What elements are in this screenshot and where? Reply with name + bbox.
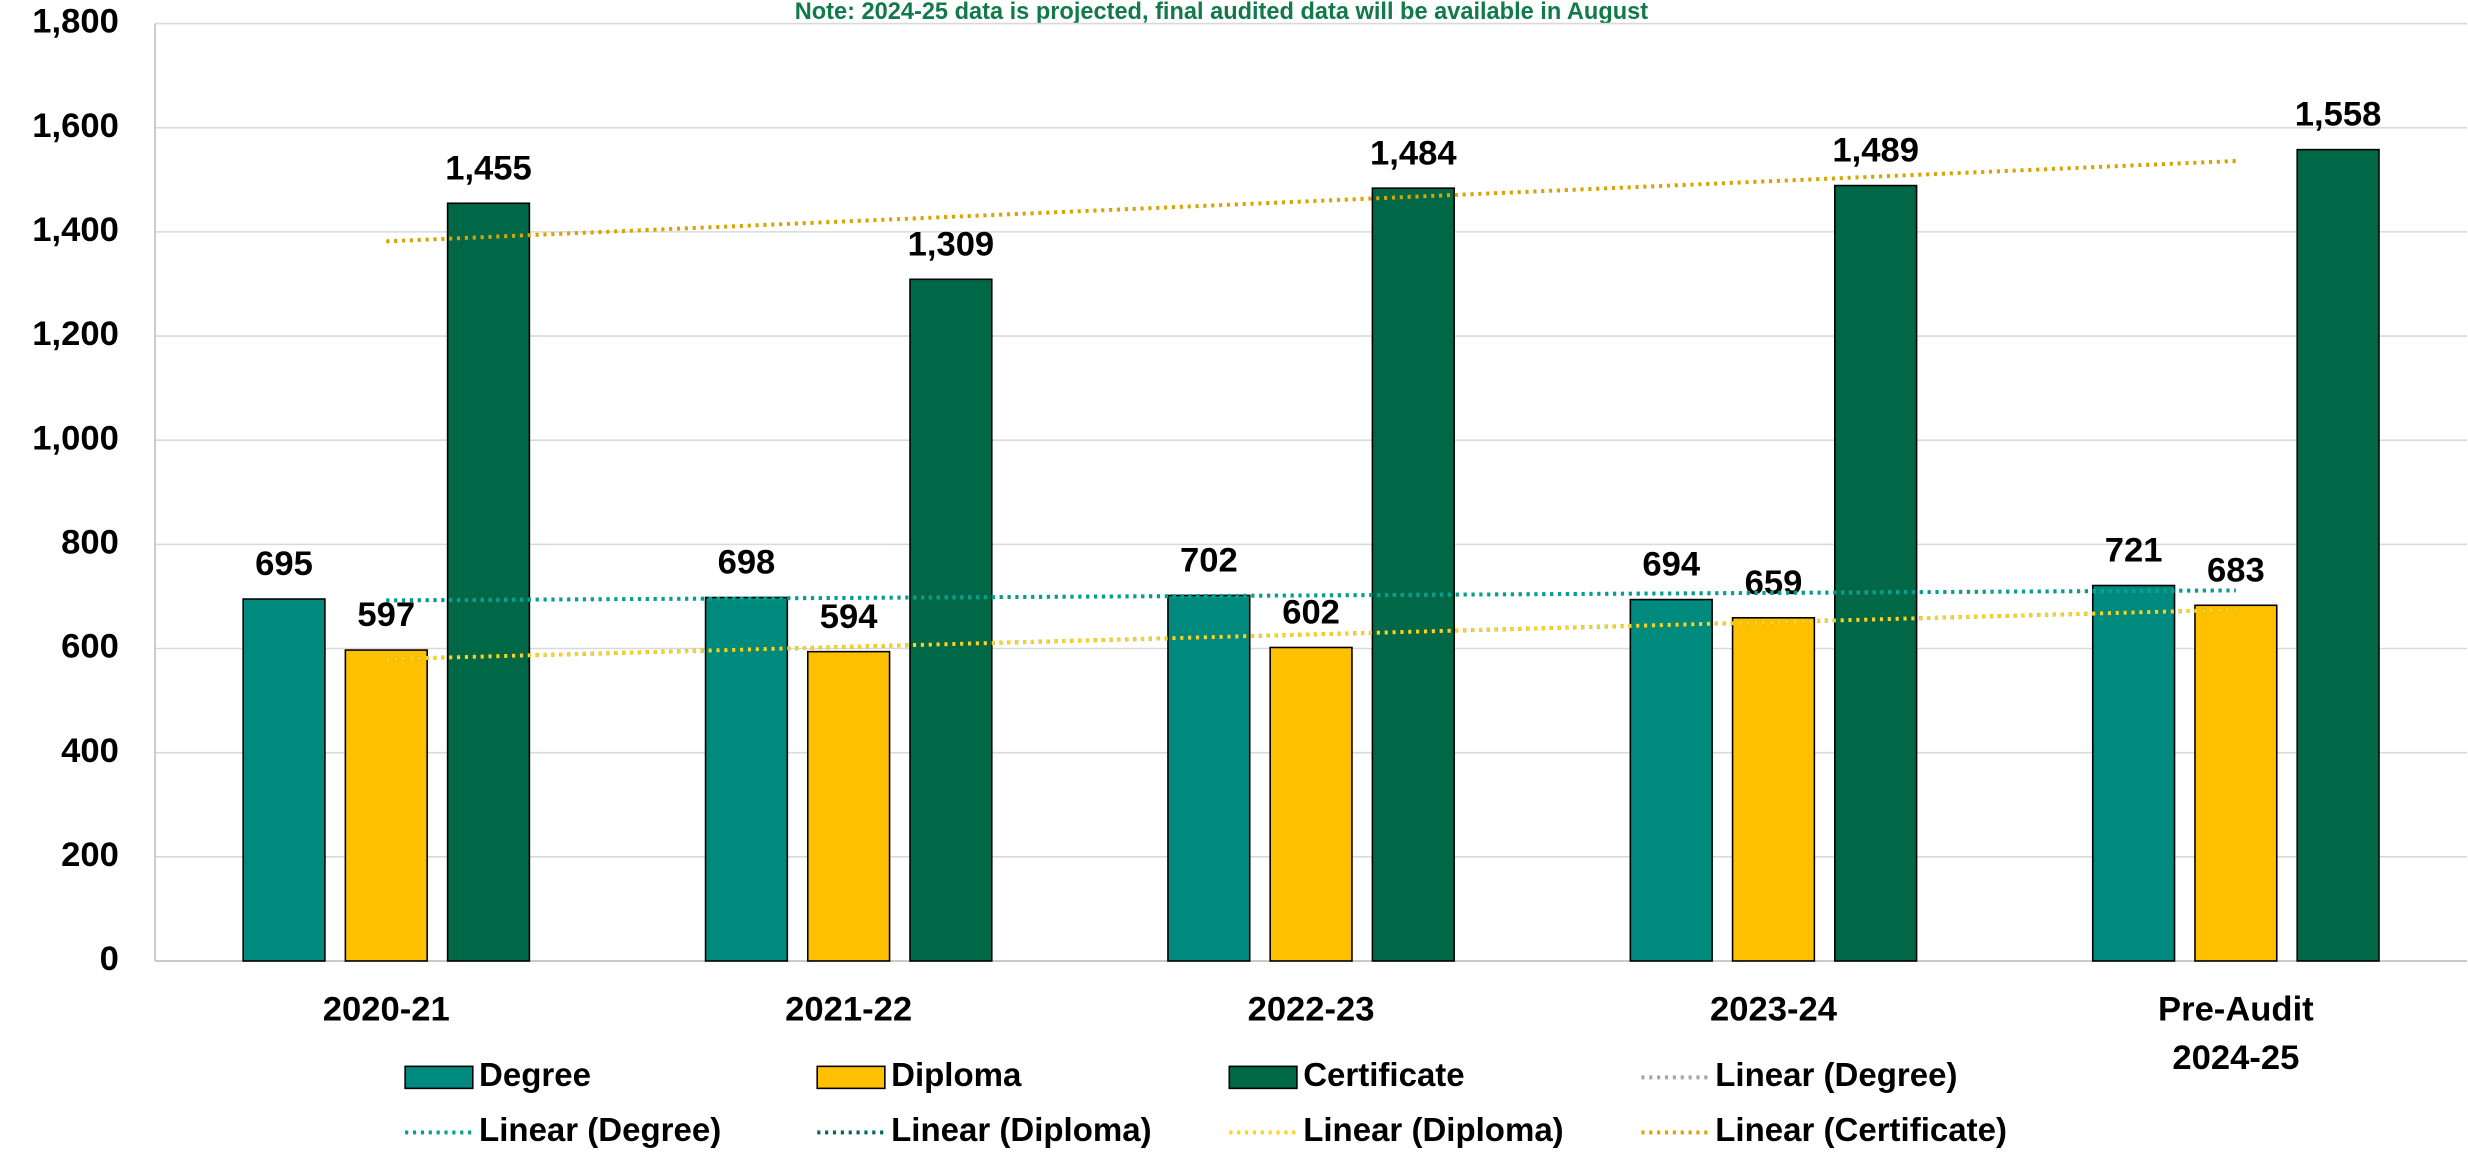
data-label: 698 bbox=[718, 544, 776, 582]
data-label: 1,455 bbox=[445, 149, 532, 187]
annotation: Note: 2024-25 data is projected, final a… bbox=[795, 0, 1649, 24]
legend-label: Linear (Diploma) bbox=[1303, 1111, 1563, 1148]
legend-swatch bbox=[1228, 1065, 1298, 1090]
bar bbox=[1629, 598, 1713, 962]
y-tick-label: 800 bbox=[61, 524, 119, 562]
bar bbox=[1834, 184, 1918, 962]
legend-label: Linear (Certificate) bbox=[1715, 1111, 2007, 1148]
data-label: 1,489 bbox=[1832, 132, 1919, 170]
legend-swatch bbox=[816, 1065, 886, 1090]
legend-label: Linear (Diploma) bbox=[891, 1111, 1151, 1148]
data-label: 702 bbox=[1180, 542, 1238, 580]
trendline bbox=[386, 159, 2236, 244]
y-tick-label: 400 bbox=[61, 732, 119, 770]
y-tick-label: 1,200 bbox=[32, 315, 119, 353]
data-label: 594 bbox=[820, 598, 878, 636]
y-tick-label: 1,600 bbox=[32, 107, 119, 145]
y-tick-label: 1,800 bbox=[32, 3, 119, 41]
trendline bbox=[386, 588, 2236, 603]
data-label: 695 bbox=[255, 545, 313, 583]
bar bbox=[242, 598, 326, 962]
x-tick-label: 2021-22 bbox=[785, 990, 912, 1028]
legend-swatch bbox=[404, 1065, 474, 1090]
legend-label: Certificate bbox=[1303, 1056, 1464, 1093]
bar bbox=[1269, 646, 1353, 962]
x-tick-label: 2022-23 bbox=[1248, 990, 1375, 1028]
y-tick-label: 0 bbox=[100, 940, 119, 978]
x-tick-label: 2020-21 bbox=[323, 990, 450, 1028]
data-label: 683 bbox=[2207, 551, 2265, 589]
bar bbox=[1371, 187, 1455, 962]
x-tick-label: Pre-Audit 2024-25 bbox=[2158, 990, 2314, 1077]
data-label: 597 bbox=[357, 596, 415, 634]
data-label: 1,558 bbox=[2295, 96, 2382, 134]
data-label: 602 bbox=[1282, 594, 1340, 632]
bar bbox=[704, 596, 789, 962]
bar bbox=[1731, 617, 1816, 962]
data-label: 659 bbox=[1745, 564, 1803, 602]
y-tick-label: 1,400 bbox=[32, 211, 119, 249]
y-tick-label: 1,000 bbox=[32, 419, 119, 457]
y-tick-label: 600 bbox=[61, 628, 119, 666]
bar bbox=[2194, 604, 2278, 962]
data-label: 1,484 bbox=[1370, 134, 1457, 172]
legend-label: Diploma bbox=[891, 1056, 1022, 1093]
legend-label: Degree bbox=[479, 1056, 591, 1093]
legend-label: Linear (Degree) bbox=[479, 1111, 721, 1148]
bar bbox=[2091, 584, 2176, 962]
bar bbox=[446, 202, 531, 962]
bar bbox=[2296, 148, 2380, 962]
y-tick-label: 200 bbox=[61, 836, 119, 874]
trendline bbox=[386, 607, 2236, 662]
legend-label: Linear (Degree) bbox=[1715, 1056, 1957, 1093]
data-label: 721 bbox=[2105, 532, 2163, 570]
bar bbox=[909, 278, 993, 962]
bar bbox=[344, 649, 428, 962]
bar bbox=[1167, 594, 1251, 962]
data-label: 1,309 bbox=[908, 225, 995, 263]
x-tick-label: 2023-24 bbox=[1710, 990, 1838, 1028]
data-label: 694 bbox=[1642, 546, 1700, 584]
bar bbox=[806, 650, 891, 962]
